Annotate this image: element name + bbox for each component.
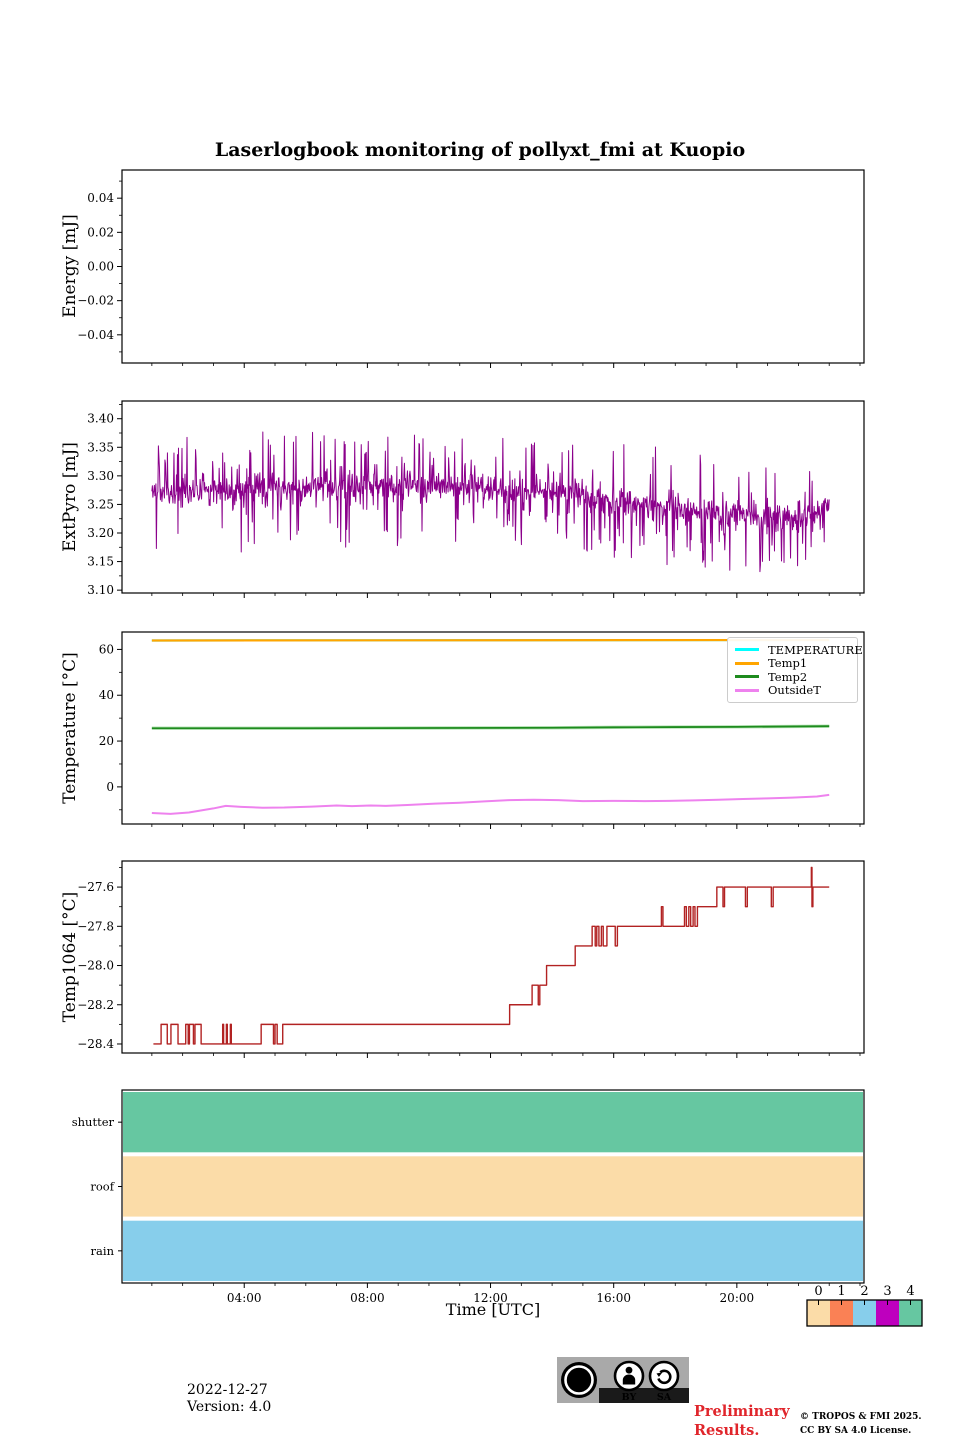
y-tick-label: −28.4 xyxy=(77,1037,114,1051)
y-tick-label: 20 xyxy=(99,734,114,748)
legend-line-sample xyxy=(735,661,759,665)
x-tick-label: 08:00 xyxy=(350,1291,385,1305)
x-tick-label: 12:00 xyxy=(473,1291,508,1305)
temperature-legend: TEMPERATURE Temp1 Temp2 OutsideT xyxy=(727,637,863,703)
colorbar-label: 4 xyxy=(906,1284,914,1299)
sa-arrow-icon xyxy=(648,1360,680,1392)
series-outsidet xyxy=(151,793,830,815)
plot-frame-status xyxy=(121,1089,865,1284)
cc-icon-ring xyxy=(564,1365,594,1395)
y-tick-label: 0.02 xyxy=(87,225,114,239)
y-tick-label: −28.2 xyxy=(77,998,114,1012)
plot-frame-energy xyxy=(121,169,865,364)
y-tick-label: −27.8 xyxy=(77,919,114,933)
status-band-roof xyxy=(123,1156,863,1217)
legend-line-sample xyxy=(735,688,759,692)
legend-label: TEMPERATURE xyxy=(768,642,863,657)
status-band-rain xyxy=(123,1220,863,1281)
plot-frame-extpyro xyxy=(121,400,865,594)
legend-label: OutsideT xyxy=(768,683,821,698)
colorbar-label: 1 xyxy=(837,1284,845,1299)
band-label-roof: roof xyxy=(90,1180,114,1194)
sa-arrow-arc xyxy=(657,1369,672,1385)
legend-item-temp2: Temp2 xyxy=(735,670,850,683)
y-tick-label: 3.35 xyxy=(87,440,114,454)
preliminary-line1: Preliminary xyxy=(694,1403,790,1420)
y-tick-label: 0 xyxy=(106,780,114,794)
sa-arrow-head xyxy=(656,1372,663,1377)
colorbar-label: 2 xyxy=(860,1284,868,1299)
page-title: Laserlogbook monitoring of pollyxt_fmi a… xyxy=(214,139,746,161)
y-tick-label: 3.40 xyxy=(87,412,114,426)
colorbar-frame xyxy=(806,1299,923,1327)
cc-icon-label: CC xyxy=(569,1373,589,1388)
y-tick-label: 3.25 xyxy=(87,497,114,511)
cc-badge-graphic: CC BY SA xyxy=(557,1357,689,1403)
ylabel-temp1064: Temp1064 [°C] xyxy=(60,891,80,1023)
ylabel-temperature: Temperature [°C] xyxy=(60,652,80,804)
legend-label: Temp2 xyxy=(768,669,808,684)
by-label: BY xyxy=(622,1392,637,1403)
copyright-line1: © TROPOS & FMI 2025. xyxy=(800,1412,922,1422)
y-tick-label: 60 xyxy=(99,642,114,656)
y-tick-label: 3.30 xyxy=(87,469,114,483)
badge-black-strip xyxy=(599,1388,689,1403)
colorbar-label: 3 xyxy=(883,1284,891,1299)
copyright-note: © TROPOS & FMI 2025. CC BY SA 4.0 Licens… xyxy=(800,1410,922,1438)
x-axis-label: Time [UTC] xyxy=(445,1300,541,1319)
series-temp2 xyxy=(151,725,830,730)
footer-info: 2022-12-27 Version: 4.0 xyxy=(187,1382,271,1416)
legend-line-sample xyxy=(735,675,759,679)
legend-label: Temp1 xyxy=(768,656,808,671)
footer-version: Version: 4.0 xyxy=(187,1399,272,1415)
colorbar-cell-4 xyxy=(899,1300,922,1326)
y-tick-label: 3.15 xyxy=(87,555,114,569)
series-temp1064 xyxy=(153,866,830,1045)
colorbar-label: 0 xyxy=(814,1284,822,1299)
y-tick-label: 40 xyxy=(99,688,114,702)
legend-item-outsidet: OutsideT xyxy=(735,684,850,697)
y-tick-label: −27.6 xyxy=(77,880,114,894)
colorbar-cell-0 xyxy=(807,1300,830,1326)
plot-frame-temperature xyxy=(121,631,865,825)
x-tick-label: 04:00 xyxy=(227,1291,262,1305)
by-person-head xyxy=(625,1366,633,1374)
y-tick-label: 0.04 xyxy=(87,191,114,205)
y-tick-label: −0.02 xyxy=(77,294,114,308)
colorbar-cell-2 xyxy=(853,1300,876,1326)
y-tick-label: 3.20 xyxy=(87,526,114,540)
status-band-shutter xyxy=(123,1092,863,1153)
legend-item-temp1: Temp1 xyxy=(735,657,850,670)
legend-line-sample xyxy=(735,648,759,651)
y-tick-label: 3.10 xyxy=(87,583,114,597)
band-label-shutter: shutter xyxy=(72,1115,115,1129)
colorbar-cell-3 xyxy=(876,1300,899,1326)
band-label-rain: rain xyxy=(91,1244,115,1258)
y-tick-label: −0.04 xyxy=(77,328,114,342)
x-tick-label: 20:00 xyxy=(720,1291,755,1305)
preliminary-results-stamp: Preliminary Results. xyxy=(694,1402,790,1440)
sa-label: SA xyxy=(657,1392,672,1403)
plot-frame-temp1064 xyxy=(121,860,865,1054)
preliminary-line2: Results. xyxy=(694,1422,760,1439)
legend-item-temperature: TEMPERATURE xyxy=(735,643,863,656)
by-person-body xyxy=(622,1374,636,1385)
cc-by-sa-badge: CC BY SA xyxy=(557,1357,689,1403)
ylabel-extpyro: ExtPyro [mJ] xyxy=(60,442,80,552)
x-tick-label: 16:00 xyxy=(596,1291,631,1305)
copyright-line2: CC BY SA 4.0 License. xyxy=(800,1426,912,1436)
ylabel-energy: Energy [mJ] xyxy=(60,214,80,318)
series-extpyro xyxy=(151,431,830,573)
y-tick-label: −28.0 xyxy=(77,959,114,973)
y-tick-label: 0.00 xyxy=(87,260,114,274)
footer-date: 2022-12-27 xyxy=(187,1382,268,1398)
colorbar-cell-1 xyxy=(830,1300,853,1326)
